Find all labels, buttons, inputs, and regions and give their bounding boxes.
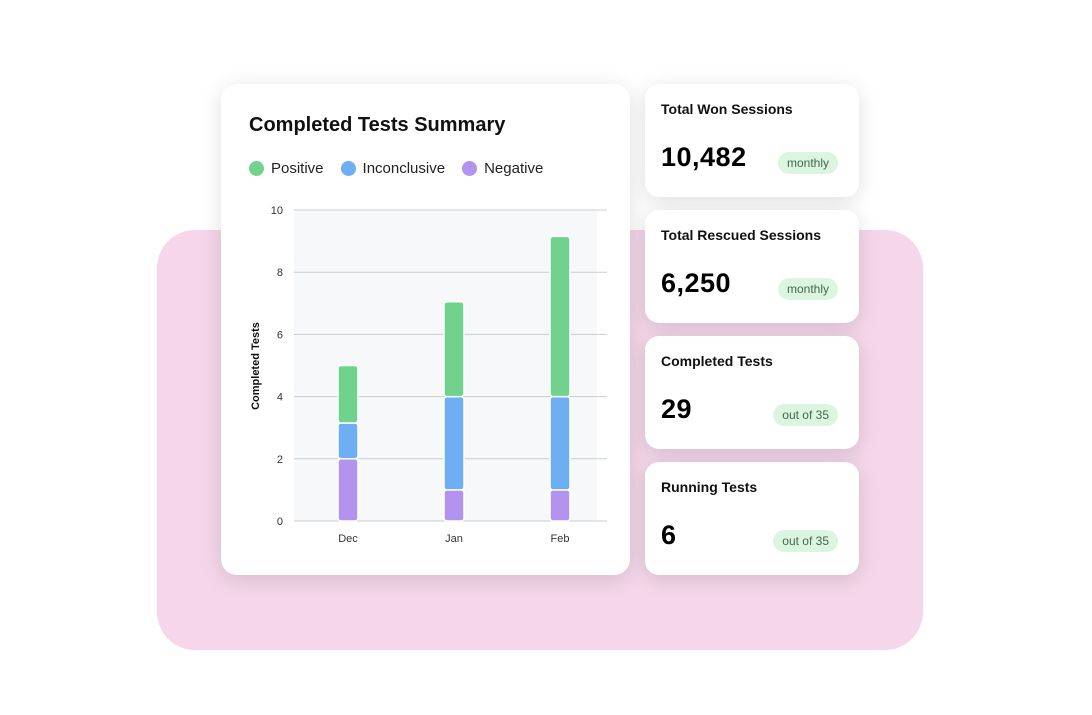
x-tick-label: Feb	[551, 533, 570, 545]
bar-segment-positive-jan	[443, 300, 465, 398]
legend-label: Positive	[271, 160, 324, 177]
stat-badge: monthly	[777, 152, 838, 174]
stat-value: 6	[661, 520, 677, 550]
x-tick-label: Jan	[445, 533, 463, 545]
y-tick-label: 10	[271, 205, 283, 217]
chart-title: Completed Tests Summary	[249, 114, 506, 136]
y-tick-label: 4	[277, 392, 283, 404]
chart-card: Completed Tests Summary Positive Inconcl…	[221, 84, 630, 575]
legend-dot-icon	[462, 161, 478, 176]
stat-value: 29	[661, 394, 693, 424]
bar-segment-inconclusive-jan	[443, 395, 465, 491]
legend-item-inconclusive[interactable]: Inconclusive	[340, 160, 446, 177]
stat-card-won-sessions: Total Won Sessions 10,482 monthly	[645, 84, 859, 197]
stat-badge: monthly	[777, 278, 838, 300]
bar-segment-negative-dec	[337, 458, 359, 522]
bar-segment-positive-feb	[549, 235, 571, 398]
legend-label: Negative	[484, 160, 544, 177]
bar-segment-positive-dec	[337, 364, 359, 424]
bar-segment-inconclusive-feb	[549, 395, 571, 491]
stat-badge: out of 35	[773, 404, 838, 426]
stat-card-running-tests: Running Tests 6 out of 35	[645, 462, 859, 575]
stat-title: Total Rescued Sessions	[661, 227, 822, 243]
stat-card-rescued-sessions: Total Rescued Sessions 6,250 monthly	[645, 210, 859, 323]
y-tick-label: 8	[277, 267, 283, 279]
stat-title: Running Tests	[661, 479, 758, 495]
bar-segment-negative-feb	[549, 489, 571, 522]
legend-item-positive[interactable]: Positive	[249, 160, 324, 177]
legend-label: Inconclusive	[362, 160, 446, 177]
legend-dot-icon	[340, 161, 356, 176]
stat-title: Total Won Sessions	[661, 101, 793, 117]
chart-plot: 0 2 4 6 8 10 Dec Jan Feb	[271, 205, 607, 545]
chart-legend: Positive Inconclusive Negative	[249, 160, 560, 177]
y-tick-label: 2	[277, 454, 283, 466]
legend-dot-icon	[249, 161, 264, 176]
bar-segment-inconclusive-dec	[337, 422, 359, 460]
stat-value: 10,482	[661, 142, 747, 172]
bar-segment-negative-jan	[443, 489, 465, 522]
stat-title: Completed Tests	[661, 353, 773, 369]
y-tick-label: 0	[277, 516, 283, 528]
y-tick-label: 6	[277, 329, 283, 341]
stat-card-completed-tests: Completed Tests 29 out of 35	[645, 336, 859, 449]
stat-badge: out of 35	[773, 530, 838, 552]
legend-item-negative[interactable]: Negative	[462, 160, 543, 177]
x-tick-label: Dec	[338, 533, 358, 545]
stat-value: 6,250	[661, 268, 732, 298]
